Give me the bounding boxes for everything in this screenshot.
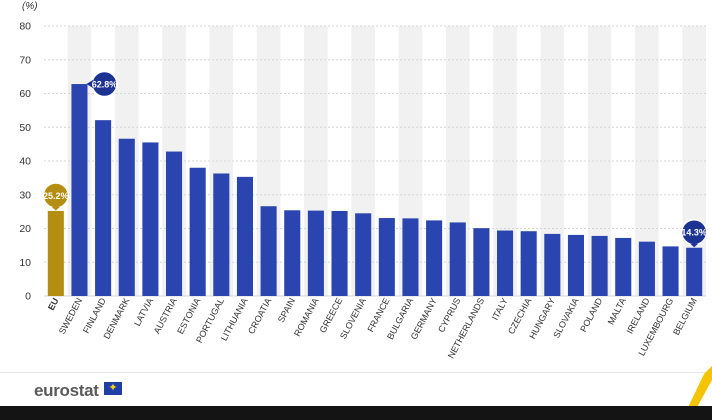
bar-eu bbox=[47, 210, 64, 296]
bar-croatia bbox=[260, 206, 277, 296]
eurostat-logo: eurostat bbox=[34, 381, 99, 400]
x-tick-label: SPAIN bbox=[276, 296, 297, 324]
callout-belgium: 14.3% bbox=[680, 218, 708, 248]
bar-romania bbox=[307, 210, 324, 296]
callout-pointer bbox=[86, 80, 93, 89]
eu-flag-icon: ✦ bbox=[104, 382, 122, 395]
x-tick-label: CYPRUS bbox=[436, 296, 462, 334]
x-tick-label: BELGIUM bbox=[671, 296, 699, 336]
bar-austria bbox=[165, 151, 183, 296]
bar-ireland bbox=[638, 241, 655, 296]
unit-label: (%) bbox=[22, 1, 38, 12]
callout-text: 14.3% bbox=[681, 228, 707, 238]
bar-slovenia bbox=[355, 213, 372, 296]
x-tick-label: POLAND bbox=[578, 296, 604, 334]
bar-france bbox=[378, 218, 395, 296]
y-tick-label: 40 bbox=[19, 156, 31, 168]
bar-latvia bbox=[142, 142, 159, 296]
bar-portugal bbox=[213, 173, 230, 296]
x-tick-label: ROMANIA bbox=[292, 296, 321, 338]
y-tick-label: 60 bbox=[19, 88, 31, 100]
x-tick-label: LATVIA bbox=[132, 296, 155, 328]
callout-sweden: 62.8% bbox=[86, 70, 118, 98]
bar-czechia bbox=[520, 231, 537, 296]
bar-italy bbox=[496, 230, 514, 296]
chart-area: 0 10 20 30 40 50 60 70 80 EU SWEDEN FINLAND DENMARK… bbox=[19, 1, 708, 361]
x-tick-label: MALTA bbox=[606, 296, 628, 326]
bar-finland bbox=[95, 120, 112, 296]
bar-estonia bbox=[189, 167, 206, 296]
y-tick-label: 80 bbox=[19, 21, 31, 33]
callout-pointer bbox=[51, 206, 60, 211]
x-tick-label: FINLAND bbox=[81, 296, 108, 335]
bar-poland bbox=[591, 235, 608, 296]
callout-text: 25.2% bbox=[43, 191, 69, 201]
flag-stars: ✦ bbox=[108, 382, 118, 394]
x-tick-label: AUSTRIA bbox=[152, 296, 179, 335]
bar-slovakia bbox=[567, 234, 585, 296]
bar-luxembourg bbox=[662, 246, 679, 296]
bar-malta bbox=[615, 237, 632, 296]
callout-eu: 25.2% bbox=[42, 182, 70, 211]
x-tick-label: EU bbox=[46, 296, 61, 312]
bar-hungary bbox=[544, 233, 561, 296]
callout-pointer bbox=[690, 243, 699, 248]
y-tick-label: 30 bbox=[19, 189, 31, 201]
x-tick-label: GREECE bbox=[318, 296, 345, 334]
bar-cyprus bbox=[449, 222, 466, 296]
bar-bulgaria bbox=[402, 218, 419, 296]
bar-germany bbox=[426, 220, 443, 296]
y-tick-label: 70 bbox=[19, 54, 31, 66]
bar-lithuania bbox=[236, 176, 254, 296]
y-tick-label: 10 bbox=[19, 257, 31, 269]
bar-greece bbox=[331, 210, 348, 296]
y-tick-label: 50 bbox=[19, 122, 31, 134]
bar-netherlands bbox=[473, 228, 490, 296]
y-tick-label: 20 bbox=[19, 223, 31, 235]
bar-belgium bbox=[686, 247, 703, 296]
callout-text: 62.8% bbox=[92, 79, 118, 89]
x-tick-label: FRANCE bbox=[365, 296, 391, 333]
x-tick-label: ITALY bbox=[490, 296, 510, 322]
y-tick-label: 0 bbox=[25, 291, 31, 303]
bar-sweden bbox=[71, 84, 88, 296]
bottom-band bbox=[0, 406, 712, 420]
bar-denmark bbox=[118, 138, 135, 296]
x-tick-label: CROATIA bbox=[246, 296, 273, 335]
bar-spain bbox=[284, 210, 301, 296]
